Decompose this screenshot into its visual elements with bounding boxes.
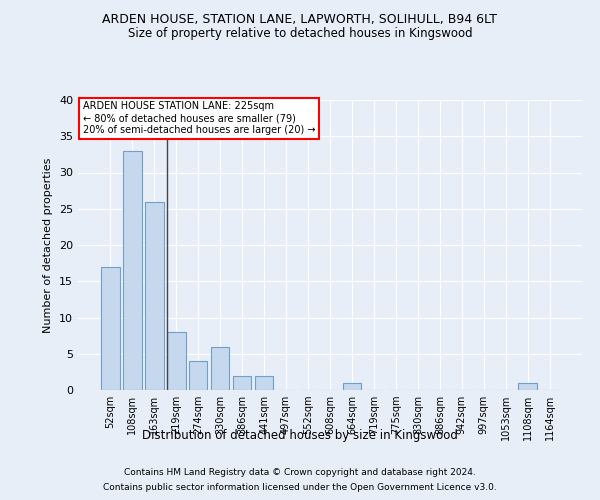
Y-axis label: Number of detached properties: Number of detached properties	[43, 158, 53, 332]
Bar	[255, 376, 274, 390]
Bar	[211, 346, 229, 390]
Bar	[145, 202, 164, 390]
Bar	[518, 383, 537, 390]
Bar	[233, 376, 251, 390]
Text: Contains public sector information licensed under the Open Government Licence v3: Contains public sector information licen…	[103, 483, 497, 492]
Text: Size of property relative to detached houses in Kingswood: Size of property relative to detached ho…	[128, 28, 472, 40]
Text: Contains HM Land Registry data © Crown copyright and database right 2024.: Contains HM Land Registry data © Crown c…	[124, 468, 476, 477]
Bar	[343, 383, 361, 390]
Text: ARDEN HOUSE, STATION LANE, LAPWORTH, SOLIHULL, B94 6LT: ARDEN HOUSE, STATION LANE, LAPWORTH, SOL…	[103, 12, 497, 26]
Bar	[123, 151, 142, 390]
Bar	[167, 332, 185, 390]
Bar	[101, 267, 119, 390]
Bar	[189, 361, 208, 390]
Text: ARDEN HOUSE STATION LANE: 225sqm
← 80% of detached houses are smaller (79)
20% o: ARDEN HOUSE STATION LANE: 225sqm ← 80% o…	[83, 102, 316, 134]
Text: Distribution of detached houses by size in Kingswood: Distribution of detached houses by size …	[142, 428, 458, 442]
